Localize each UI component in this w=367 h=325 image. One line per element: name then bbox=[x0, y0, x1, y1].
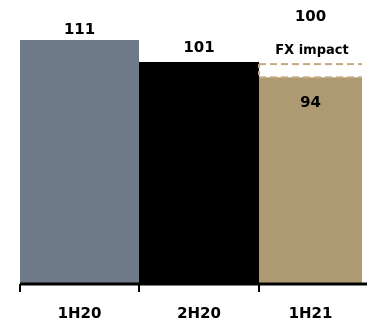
value-label-2H20: 101 bbox=[183, 38, 214, 56]
category-label-2H20: 2H20 bbox=[177, 304, 221, 322]
bar-2H20 bbox=[139, 61, 259, 285]
bars-group bbox=[20, 40, 362, 285]
overlay-value-label: 100 bbox=[295, 7, 326, 25]
labels-group: 111 101 94 100 FX impact 1H20 2H20 1H21 bbox=[58, 7, 349, 322]
fx-overlay-group bbox=[258, 63, 362, 79]
value-label-1H20: 111 bbox=[64, 20, 95, 38]
overlay-fx-label: FX impact bbox=[275, 43, 348, 58]
bar-1H21 bbox=[259, 77, 362, 284]
value-label-1H21: 94 bbox=[300, 93, 321, 111]
bar-1H20 bbox=[20, 40, 139, 284]
category-label-1H20: 1H20 bbox=[58, 304, 102, 322]
category-label-1H21: 1H21 bbox=[289, 304, 333, 322]
x-axis-ticks bbox=[19, 284, 260, 292]
